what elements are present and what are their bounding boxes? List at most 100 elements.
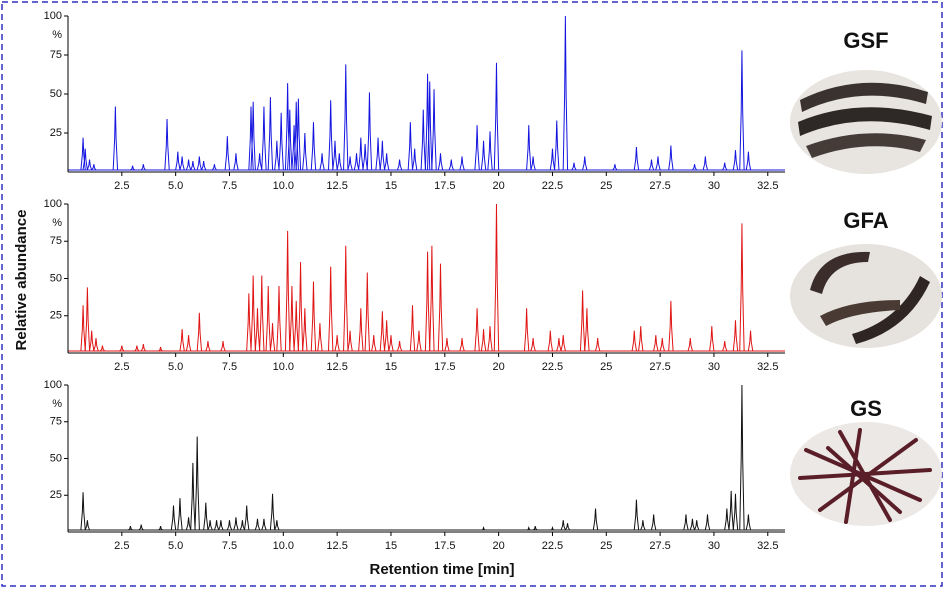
- x-tick-label: 7.5: [222, 180, 237, 192]
- peak: [722, 341, 728, 352]
- peak: [571, 162, 577, 171]
- x-tick-label: 2.5: [114, 361, 129, 373]
- peak: [179, 156, 185, 171]
- peak: [82, 148, 88, 171]
- peak: [633, 499, 640, 531]
- panel-label: GFA: [843, 208, 888, 233]
- peak: [480, 140, 487, 171]
- peak: [366, 92, 373, 171]
- peak: [259, 275, 265, 352]
- peak: [179, 329, 185, 352]
- peak: [459, 338, 465, 352]
- peak: [694, 520, 700, 531]
- peak: [119, 345, 125, 352]
- peak: [302, 308, 308, 352]
- peak: [93, 338, 99, 352]
- peak: [420, 109, 426, 171]
- y-tick-label: 25: [50, 310, 62, 322]
- peak: [276, 285, 282, 352]
- peak: [526, 125, 532, 171]
- peak: [347, 156, 353, 171]
- peak: [550, 526, 555, 531]
- peak: [284, 230, 291, 352]
- peak: [140, 164, 146, 171]
- peak: [530, 156, 536, 171]
- x-tick-label: 10.0: [273, 180, 294, 192]
- peak: [560, 335, 566, 352]
- peak: [383, 320, 390, 352]
- peak: [739, 384, 745, 531]
- y-tick-label: 75: [50, 235, 62, 247]
- peak: [194, 436, 200, 531]
- peak: [347, 330, 353, 352]
- peak: [633, 147, 640, 171]
- peak: [334, 335, 340, 352]
- peak: [584, 308, 590, 352]
- peak: [269, 323, 276, 352]
- peak: [185, 159, 192, 171]
- y-tick-label: 25: [50, 127, 62, 139]
- x-tick-label: 25: [600, 180, 612, 192]
- peak: [429, 245, 435, 352]
- x-tick-label: 27.5: [649, 361, 670, 373]
- peak: [612, 164, 618, 171]
- peak: [332, 140, 338, 171]
- photo-gs: [790, 422, 942, 526]
- peak: [211, 164, 218, 171]
- peak: [138, 524, 144, 531]
- y-tick-label: 75: [50, 416, 62, 428]
- peak: [702, 156, 709, 171]
- peak: [127, 525, 133, 531]
- peak: [530, 338, 536, 352]
- peak: [556, 338, 562, 352]
- peak: [437, 153, 444, 171]
- peak: [638, 326, 644, 352]
- y-tick-label: 100: [44, 198, 62, 210]
- peak: [140, 343, 146, 352]
- peak: [582, 156, 588, 171]
- peak: [592, 508, 599, 531]
- peak: [239, 520, 246, 531]
- peak: [594, 338, 601, 352]
- peak: [175, 151, 181, 171]
- peak: [388, 335, 394, 352]
- peak: [190, 161, 196, 171]
- peak: [396, 159, 403, 171]
- peak: [444, 338, 450, 352]
- peak: [709, 326, 715, 352]
- peak: [267, 97, 274, 171]
- peak: [437, 263, 444, 352]
- peak: [659, 338, 665, 352]
- peak: [254, 308, 261, 352]
- peak: [691, 164, 698, 171]
- x-tick-label: 7.5: [222, 361, 237, 373]
- peak: [459, 156, 465, 171]
- peak: [84, 287, 91, 352]
- peak: [289, 285, 295, 352]
- peak: [91, 164, 97, 171]
- peak: [170, 505, 177, 531]
- x-tick-label: 30: [708, 540, 720, 552]
- peak: [722, 162, 728, 171]
- peak: [343, 245, 349, 352]
- y-axis-label: Relative abundance: [13, 210, 30, 351]
- x-tick-label: 2.5: [114, 180, 129, 192]
- peak: [200, 161, 207, 171]
- peak: [396, 341, 403, 352]
- peak: [297, 262, 304, 352]
- peak: [310, 281, 317, 352]
- photo-gfa: [790, 244, 942, 348]
- peak: [293, 300, 299, 352]
- peak: [547, 330, 553, 352]
- x-tick-label: 7.5: [222, 540, 237, 552]
- peak: [411, 148, 418, 171]
- peak: [523, 308, 530, 352]
- peak: [481, 526, 486, 531]
- y-tick-label: 50: [50, 452, 62, 464]
- peak: [728, 490, 734, 531]
- peak: [291, 125, 297, 171]
- x-tick-label: 22.5: [542, 180, 563, 192]
- peak: [424, 251, 431, 352]
- peak: [269, 493, 276, 531]
